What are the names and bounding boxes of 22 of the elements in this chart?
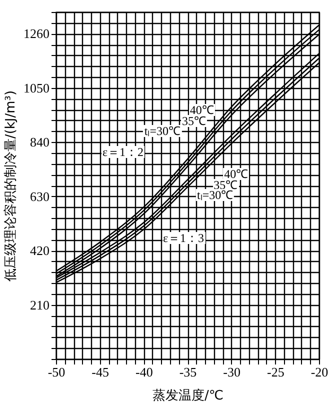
y-axis-title: 低压级理论容积的制冷量/(kJ/m³) — [2, 90, 18, 282]
y-tick-label: 630 — [30, 188, 50, 204]
y-tick-label: 840 — [30, 134, 50, 150]
annotation: tₗ=30℃ — [196, 188, 234, 202]
annotation: 35℃ — [181, 114, 208, 128]
x-tick-label: -20 — [310, 364, 328, 380]
annotation: 40℃ — [223, 167, 250, 182]
x-axis-title: 蒸发温度/℃ — [152, 388, 224, 404]
annotation: ε＝1：2 — [101, 144, 145, 159]
x-tick-label: -35 — [179, 364, 197, 380]
y-tick-label: 1260 — [24, 26, 50, 42]
x-tick-label: -40 — [135, 364, 153, 380]
x-tick-label: -25 — [266, 364, 284, 380]
y-tick-label: 1050 — [24, 80, 50, 96]
annotation: ε＝1：3 — [162, 231, 206, 246]
x-tick-label: -30 — [223, 364, 241, 380]
y-tick-label: 210 — [30, 297, 50, 312]
x-tick-label: -50 — [48, 364, 66, 380]
x-tick-label: -45 — [92, 364, 110, 380]
annotation: tₗ=30℃ — [143, 124, 182, 138]
annotation: 40℃ — [188, 103, 215, 118]
y-tick-label: 420 — [30, 243, 50, 258]
